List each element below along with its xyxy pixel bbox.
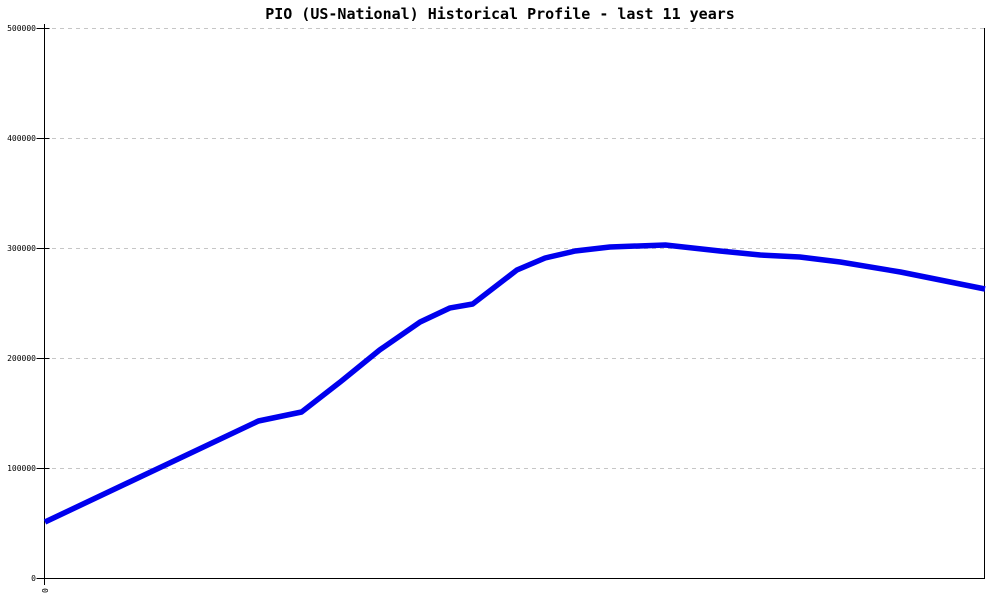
y-tick-label-300000: 300000	[7, 244, 36, 253]
series-line	[43, 242, 986, 525]
y-tick-label-500000: 500000	[7, 24, 36, 33]
y-tick-label-0: 0	[31, 574, 36, 583]
chart-title: PIO (US-National) Historical Profile - l…	[265, 5, 735, 23]
y-tick-label-200000: 200000	[7, 354, 36, 363]
y-tick-label-400000: 400000	[7, 134, 36, 143]
y-tick-label-100000: 100000	[7, 464, 36, 473]
x-axis-origin-tick-label: 0	[40, 588, 49, 593]
